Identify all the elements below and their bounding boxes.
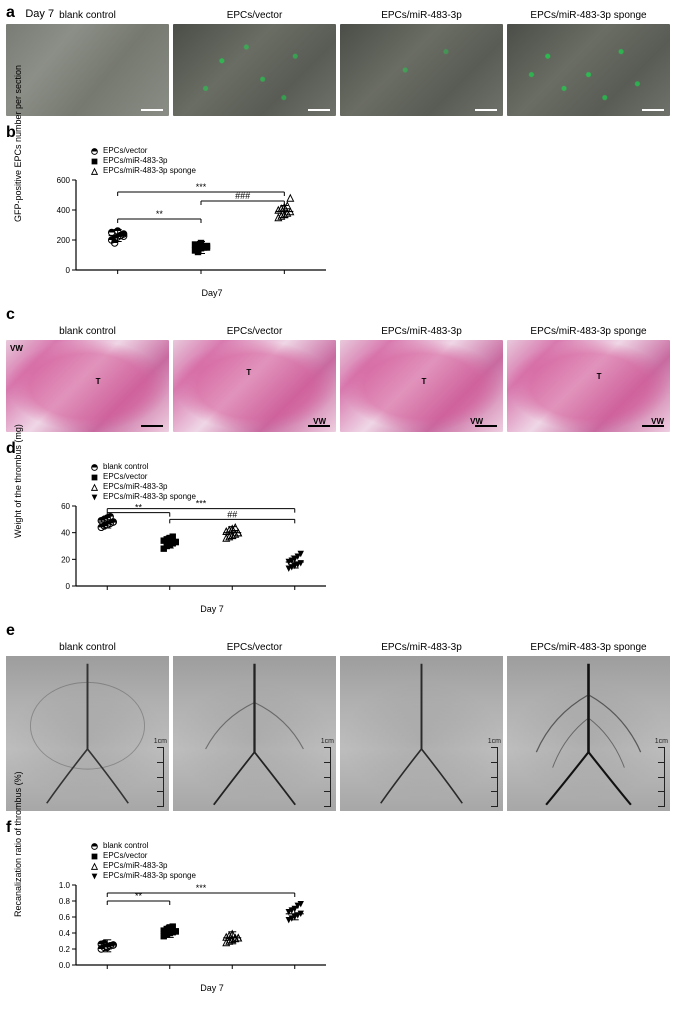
xray-mir: 1cm xyxy=(340,656,503,811)
panel-e-row: blank control 1cm EPCs/vector xyxy=(6,642,670,811)
micrograph-a-blank xyxy=(6,24,169,116)
col-title-1: EPCs/vector xyxy=(173,10,336,21)
xlabel-d: Day 7 xyxy=(72,604,352,614)
svg-text:0: 0 xyxy=(66,582,71,591)
svg-text:60: 60 xyxy=(61,502,70,511)
micrograph-a-vector xyxy=(173,24,336,116)
col-title-2: EPCs/miR-483-3p xyxy=(340,10,503,21)
micrograph-c-sponge: VW T xyxy=(507,340,670,432)
col-title-e2: EPCs/miR-483-3p xyxy=(340,642,503,653)
micrograph-c-blank: VW T xyxy=(6,340,169,432)
col-title-0: blank control xyxy=(6,10,169,21)
chart-b: EPCs/vectorEPCs/miR-483-3pEPCs/miR-483-3… xyxy=(32,146,352,298)
panel-a-row: blank control EPCs/vector EPCs/miR-483-3… xyxy=(6,24,670,116)
col-title-e0: blank control xyxy=(6,642,169,653)
xlabel-b: Day7 xyxy=(72,288,352,298)
svg-text:0.6: 0.6 xyxy=(59,913,71,922)
t-label-2: T xyxy=(246,368,251,377)
panel-c-label: c xyxy=(6,306,15,324)
chart-d: blank controlEPCs/vectorEPCs/miR-483-3pE… xyxy=(32,462,352,614)
ruler-unit: 1cm xyxy=(154,738,167,745)
panel-b: b EPCs/vectorEPCs/miR-483-3pEPCs/miR-483… xyxy=(6,124,670,298)
col-title-c3: EPCs/miR-483-3p sponge xyxy=(507,326,670,337)
svg-text:###: ### xyxy=(235,191,250,201)
micrograph-c-vector: VW T xyxy=(173,340,336,432)
svg-text:1.0: 1.0 xyxy=(59,881,71,890)
svg-text:0.4: 0.4 xyxy=(59,929,71,938)
chart-f-svg: 0.00.20.40.60.81.0***** xyxy=(32,841,332,981)
col-title-c0: blank control xyxy=(6,326,169,337)
svg-text:0.2: 0.2 xyxy=(59,945,71,954)
svg-text:200: 200 xyxy=(57,236,71,245)
col-title-c2: EPCs/miR-483-3p xyxy=(340,326,503,337)
svg-text:400: 400 xyxy=(57,206,71,215)
svg-text:20: 20 xyxy=(61,555,70,564)
svg-text:##: ## xyxy=(227,509,237,519)
panel-e-label: e xyxy=(6,622,15,640)
xray-blank: 1cm xyxy=(6,656,169,811)
svg-text:0: 0 xyxy=(66,266,71,275)
xray-sponge: 1cm xyxy=(507,656,670,811)
micrograph-a-mir xyxy=(340,24,503,116)
ylabel-b: GFP-positive EPCs number per section xyxy=(13,65,23,222)
t-label-4: T xyxy=(597,372,602,381)
svg-text:0.0: 0.0 xyxy=(59,961,71,970)
col-title-e1: EPCs/vector xyxy=(173,642,336,653)
micrograph-c-mir: VW T xyxy=(340,340,503,432)
svg-text:***: *** xyxy=(196,499,207,509)
svg-text:**: ** xyxy=(156,209,164,219)
panel-f: f blank controlEPCs/vectorEPCs/miR-483-3… xyxy=(6,819,670,993)
panel-e: e blank control 1cm EPCs/vector xyxy=(6,622,670,811)
t-label: T xyxy=(96,377,101,386)
panel-f-label: f xyxy=(6,819,11,837)
svg-text:600: 600 xyxy=(57,176,71,185)
ruler-unit-4: 1cm xyxy=(655,738,668,745)
col-title-c1: EPCs/vector xyxy=(173,326,336,337)
ruler-unit-3: 1cm xyxy=(488,738,501,745)
chart-f: blank controlEPCs/vectorEPCs/miR-483-3pE… xyxy=(32,841,352,993)
svg-text:***: *** xyxy=(196,182,207,192)
svg-text:40: 40 xyxy=(61,529,70,538)
vw-label: VW xyxy=(10,344,23,353)
panel-c: c blank control VW T EPCs/vector VW T EP… xyxy=(6,306,670,432)
chart-d-svg: 0204060*****## xyxy=(32,462,332,602)
col-title-3: EPCs/miR-483-3p sponge xyxy=(507,10,670,21)
xray-vector: 1cm xyxy=(173,656,336,811)
svg-text:***: *** xyxy=(196,883,207,893)
xlabel-f: Day 7 xyxy=(72,983,352,993)
micrograph-a-sponge xyxy=(507,24,670,116)
panel-c-row: blank control VW T EPCs/vector VW T EPCs… xyxy=(6,326,670,432)
svg-text:0.8: 0.8 xyxy=(59,897,71,906)
panel-a: a Day 7 blank control EPCs/vector EPCs/m… xyxy=(6,4,670,116)
ylabel-f: Recanalization ratio of thrombus (%) xyxy=(13,771,23,917)
svg-text:**: ** xyxy=(135,503,143,513)
ylabel-d: Weight of the thrombus (mg) xyxy=(13,424,23,538)
chart-b-svg: 0200400600*****### xyxy=(32,146,332,286)
col-title-e3: EPCs/miR-483-3p sponge xyxy=(507,642,670,653)
ruler-unit-2: 1cm xyxy=(321,738,334,745)
t-label-3: T xyxy=(422,377,427,386)
panel-d: d blank controlEPCs/vectorEPCs/miR-483-3… xyxy=(6,440,670,614)
